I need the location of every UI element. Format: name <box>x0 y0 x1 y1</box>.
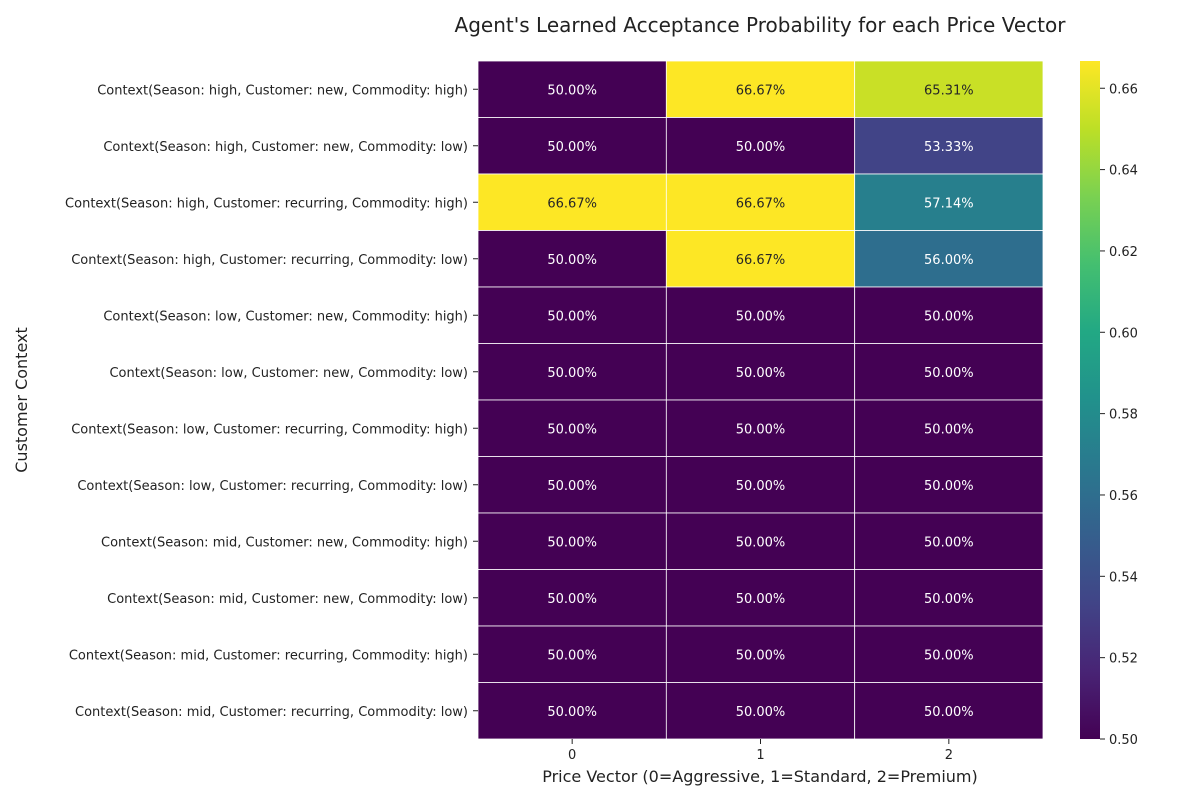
heatmap-cell <box>854 117 1044 175</box>
colorbar-tick-label: 0.54 <box>1109 570 1138 585</box>
heatmap-cell <box>665 117 856 175</box>
cell-value-label: 65.31% <box>924 83 974 98</box>
x-tick-label: 2 <box>945 748 953 763</box>
y-tick-label: Context(Season: high, Customer: new, Com… <box>97 83 468 98</box>
cell-value-label: 50.00% <box>547 140 597 155</box>
cell-value-label: 50.00% <box>547 422 597 437</box>
y-tick-label: Context(Season: mid, Customer: recurring… <box>75 705 468 720</box>
y-tick-label: Context(Season: low, Customer: new, Comm… <box>103 309 468 324</box>
heatmap-cell <box>854 512 1044 570</box>
heatmap-cell <box>854 230 1044 288</box>
heatmap-cell <box>854 60 1044 118</box>
heatmap-cell <box>854 343 1044 401</box>
y-tick-label: Context(Season: high, Customer: new, Com… <box>103 140 468 155</box>
heatmap-cell <box>477 456 667 514</box>
y-tick-label: Context(Season: mid, Customer: recurring… <box>69 648 468 663</box>
cell-value-label: 50.00% <box>547 366 597 381</box>
colorbar-tick-label: 0.60 <box>1109 326 1138 341</box>
cell-value-label: 50.00% <box>547 705 597 720</box>
heatmap-cell <box>854 625 1044 683</box>
heatmap-cell <box>477 230 667 288</box>
cell-value-label: 50.00% <box>736 535 786 550</box>
heatmap-cell <box>665 456 856 514</box>
heatmap-cell <box>665 682 856 740</box>
cell-value-label: 50.00% <box>736 479 786 494</box>
x-axis-label: Price Vector (0=Aggressive, 1=Standard, … <box>542 767 978 786</box>
cell-value-label: 53.33% <box>924 140 974 155</box>
cell-value-label: 50.00% <box>736 309 786 324</box>
cell-value-label: 50.00% <box>924 705 974 720</box>
heatmap-cell <box>854 399 1044 457</box>
y-tick-label: Context(Season: low, Customer: recurring… <box>71 422 468 437</box>
x-tick-label: 0 <box>568 748 576 763</box>
colorbar-tick-label: 0.58 <box>1109 408 1138 423</box>
chart-title: Agent's Learned Acceptance Probability f… <box>455 13 1067 37</box>
colorbar <box>1080 61 1100 739</box>
heatmap-cell <box>854 456 1044 514</box>
heatmap-cell <box>477 625 667 683</box>
colorbar-ticks: 0.50 0.52 0.54 0.56 0.58 0.60 0.62 0.64 0.66 <box>1100 82 1138 748</box>
heatmap-cell <box>854 682 1044 740</box>
heatmap-cell <box>665 173 856 231</box>
colorbar-tick-label: 0.52 <box>1109 652 1138 667</box>
cell-value-label: 50.00% <box>736 592 786 607</box>
cell-value-label: 66.67% <box>736 83 786 98</box>
cell-value-label: 50.00% <box>547 648 597 663</box>
cell-value-label: 50.00% <box>924 592 974 607</box>
colorbar-tick-label: 0.62 <box>1109 245 1138 260</box>
heatmap-cell <box>665 399 856 457</box>
colorbar-tick-label: 0.56 <box>1109 489 1138 504</box>
y-tick-label: Context(Season: mid, Customer: new, Comm… <box>101 535 468 550</box>
cell-value-label: 50.00% <box>547 309 597 324</box>
heatmap-cells: 50.00% 66.67% 65.31% 50.00% 50.00% 53.33% 66.6… <box>477 60 1044 740</box>
cell-value-label: 50.00% <box>547 535 597 550</box>
heatmap-cell <box>665 343 856 401</box>
cell-value-label: 50.00% <box>924 479 974 494</box>
cell-value-label: 50.00% <box>924 309 974 324</box>
cell-value-label: 66.67% <box>736 253 786 268</box>
cell-value-label: 50.00% <box>924 535 974 550</box>
cell-value-label: 50.00% <box>547 83 597 98</box>
cell-value-label: 50.00% <box>924 648 974 663</box>
heatmap-cell <box>477 569 667 627</box>
y-tick-label: Context(Season: low, Customer: recurring… <box>77 479 468 494</box>
heatmap-cell <box>665 60 856 118</box>
heatmap-cell <box>477 117 667 175</box>
cell-value-label: 57.14% <box>924 196 974 211</box>
x-tick-labels: 0 1 2 <box>568 739 953 763</box>
x-tick-label: 1 <box>756 748 764 763</box>
heatmap-cell <box>477 286 667 344</box>
heatmap-cell <box>854 286 1044 344</box>
cell-value-label: 56.00% <box>924 253 974 268</box>
heatmap-cell <box>665 286 856 344</box>
heatmap-cell <box>665 569 856 627</box>
cell-value-label: 50.00% <box>736 705 786 720</box>
y-tick-label: Context(Season: high, Customer: recurrin… <box>65 196 468 211</box>
y-axis-label: Customer Context <box>12 327 31 472</box>
cell-value-label: 50.00% <box>736 648 786 663</box>
heatmap-cell <box>477 399 667 457</box>
colorbar-tick-label: 0.50 <box>1109 733 1138 748</box>
cell-value-label: 50.00% <box>924 366 974 381</box>
heatmap-cell <box>854 569 1044 627</box>
cell-value-label: 50.00% <box>736 140 786 155</box>
heatmap-cell <box>477 60 667 118</box>
y-tick-label: Context(Season: mid, Customer: new, Comm… <box>107 592 468 607</box>
heatmap-cell <box>477 512 667 570</box>
cell-value-label: 50.00% <box>924 422 974 437</box>
colorbar-tick-label: 0.66 <box>1109 82 1138 97</box>
colorbar-tick-label: 0.64 <box>1109 164 1138 179</box>
cell-value-label: 50.00% <box>547 592 597 607</box>
cell-value-label: 50.00% <box>547 253 597 268</box>
y-tick-label: Context(Season: low, Customer: new, Comm… <box>109 366 468 381</box>
cell-value-label: 66.67% <box>547 196 597 211</box>
cell-value-label: 50.00% <box>736 422 786 437</box>
y-tick-label: Context(Season: high, Customer: recurrin… <box>71 253 468 268</box>
cell-value-label: 50.00% <box>547 479 597 494</box>
cell-value-label: 50.00% <box>736 366 786 381</box>
y-tick-labels: Context(Season: high, Customer: new, Com… <box>65 83 478 720</box>
cell-value-label: 66.67% <box>736 196 786 211</box>
